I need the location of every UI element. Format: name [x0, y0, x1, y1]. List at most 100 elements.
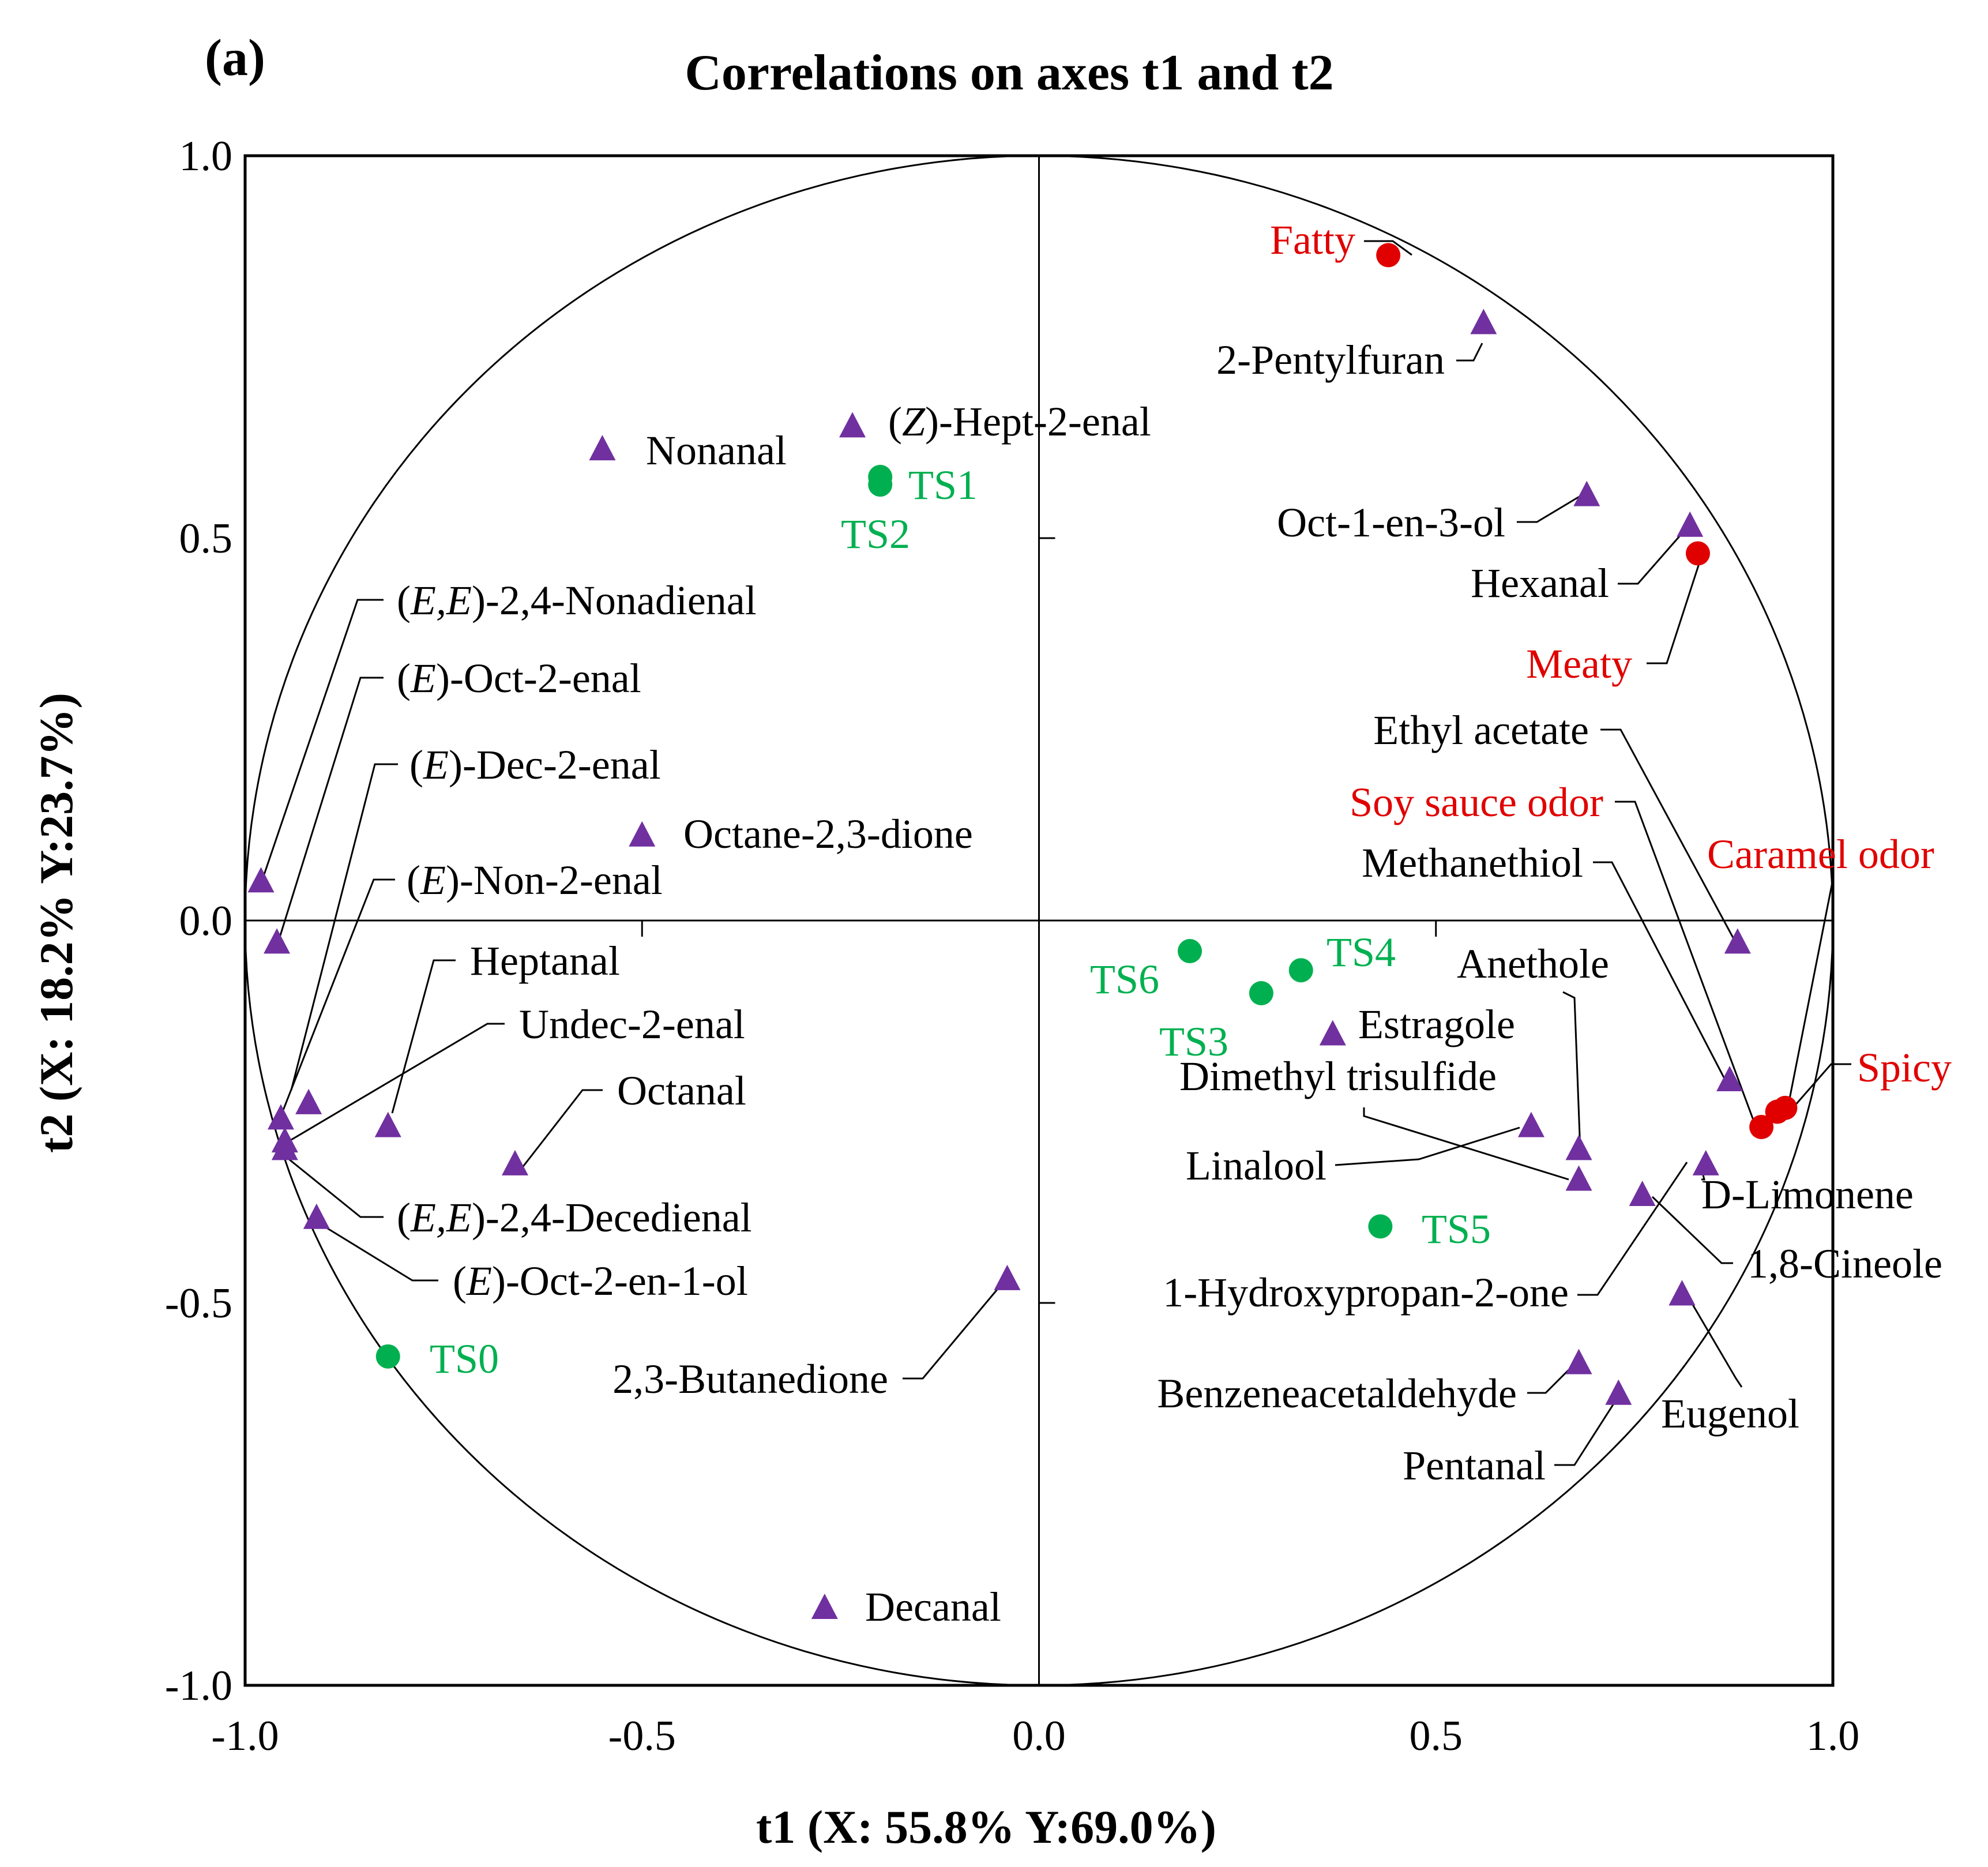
- volatile-marker: [1677, 511, 1704, 537]
- leader-line: [1593, 861, 1726, 1079]
- volatile-marker: [1668, 1280, 1696, 1306]
- volatile-marker: [247, 867, 275, 893]
- volatile-marker: [1692, 1149, 1719, 1175]
- sample-label: TS3: [1159, 1019, 1228, 1065]
- volatile-label: (E,E)-2,4-Decedienal: [397, 1194, 752, 1241]
- sample-marker: [1178, 939, 1202, 964]
- sample-label: TS0: [430, 1336, 499, 1382]
- volatile-marker: [1716, 1066, 1743, 1092]
- x-tick-label: -1.0: [211, 1712, 279, 1760]
- volatile-label: D-Limonene: [1701, 1171, 1914, 1218]
- volatile-marker: [629, 821, 656, 847]
- y-tick-label: -0.5: [165, 1280, 232, 1327]
- volatile-marker: [1470, 309, 1497, 335]
- volatile-label: (Z)-Hept-2-enal: [888, 399, 1151, 445]
- volatile-label: 1-Hydroxypropan-2-one: [1163, 1269, 1569, 1316]
- y-tick-label: 1.0: [179, 133, 233, 180]
- x-tick-label: 1.0: [1806, 1712, 1860, 1760]
- plot-area: -1.0 -0.5 0.0 0.5 1.0 1.0 0.5 0.0 -0.5 -1.0 Fatty M…: [165, 133, 1952, 1760]
- volatile-label: 2-Pentylfuran: [1216, 337, 1445, 383]
- leader-line: [1651, 1196, 1733, 1264]
- leader-line: [322, 1224, 438, 1282]
- volatile-label: Anethole: [1457, 941, 1609, 987]
- y-tick-label: 0.5: [179, 515, 233, 562]
- volatile-label: 2,3-Butanedione: [612, 1356, 888, 1402]
- volatile-marker: [839, 412, 866, 438]
- leader-line: [1787, 879, 1834, 1108]
- volatile-marker: [1605, 1379, 1632, 1405]
- leader-line: [903, 1283, 1004, 1380]
- volatile-marker: [589, 435, 616, 461]
- volatile-marker: [1629, 1180, 1656, 1206]
- sample-marker: [1249, 981, 1273, 1005]
- leader-line: [1456, 343, 1483, 362]
- sample-label: TS1: [908, 462, 978, 508]
- attribute-label: Soy sauce odor: [1350, 779, 1603, 825]
- leader-line: [391, 959, 456, 1114]
- sample-marker: [868, 472, 893, 497]
- volatile-marker: [271, 1135, 298, 1160]
- volatile-marker: [264, 928, 291, 954]
- sample-label: TS2: [841, 511, 910, 557]
- leader-line: [279, 878, 395, 1120]
- volatile-marker: [1565, 1348, 1592, 1374]
- leader-line: [1562, 991, 1581, 1151]
- volatile-marker: [1565, 1135, 1592, 1160]
- attribute-marker: [1773, 1095, 1798, 1120]
- leader-line: [279, 677, 384, 938]
- leader-line: [1600, 728, 1737, 944]
- volatile-label: Benzeneacetaldehyde: [1157, 1370, 1517, 1417]
- leader-line: [290, 763, 398, 1091]
- volatile-marker: [267, 1104, 294, 1130]
- attribute-label: Meaty: [1526, 641, 1632, 687]
- attribute-marker: [1376, 243, 1401, 268]
- volatile-label: Pentanal: [1403, 1442, 1546, 1489]
- attribute-label: Fatty: [1270, 217, 1355, 263]
- volatile-label: (E)-Oct-2-en-1-ol: [453, 1258, 748, 1304]
- leader-line: [1618, 527, 1688, 585]
- y-tick-label: -1.0: [165, 1662, 232, 1710]
- chart-title: Correlations on axes t1 and t2: [685, 45, 1333, 101]
- volatile-marker: [811, 1594, 838, 1619]
- volatile-label: 1,8-Cineole: [1748, 1241, 1942, 1287]
- leader-line: [1686, 1294, 1743, 1388]
- volatile-label: Decanal: [865, 1584, 1001, 1630]
- volatile-label: (E)-Non-2-enal: [407, 857, 663, 903]
- volatile-label: (E,E)-2,4-Nonadienal: [397, 577, 757, 623]
- volatile-label: Oct-1-en-3-ol: [1277, 499, 1505, 546]
- volatile-marker: [295, 1088, 322, 1114]
- volatile-marker: [1517, 1111, 1544, 1137]
- leader-line: [1363, 1107, 1569, 1181]
- x-tick-label: 0.0: [1012, 1712, 1066, 1760]
- leader-line: [285, 1155, 384, 1218]
- leader-line: [261, 599, 384, 880]
- x-tick-label: 0.5: [1410, 1712, 1463, 1760]
- x-tick-label: -0.5: [608, 1712, 676, 1760]
- volatile-label: Octanal: [617, 1068, 746, 1114]
- volatile-label: Linalool: [1186, 1143, 1326, 1189]
- volatile-label: Hexanal: [1471, 560, 1609, 606]
- y-tick-label: 0.0: [179, 897, 233, 945]
- sample-label: TS6: [1090, 956, 1159, 1002]
- y-axis-title: t2 (X: 18.2% Y:23.7%): [30, 693, 82, 1153]
- volatile-label: (E)-Oct-2-enal: [397, 655, 641, 701]
- volatile-marker: [374, 1111, 401, 1137]
- volatile-label: Octane-2,3-dione: [683, 811, 973, 857]
- sample-label: TS4: [1326, 929, 1396, 975]
- volatile-label: Heptanal: [470, 938, 620, 984]
- volatile-marker: [502, 1149, 529, 1175]
- leader-line: [1647, 556, 1703, 664]
- volatile-label: Nonanal: [646, 427, 787, 474]
- leader-line: [1335, 1126, 1520, 1166]
- volatile-label: (E)-Dec-2-enal: [409, 742, 661, 788]
- volatile-label: Methanethiol: [1362, 840, 1583, 886]
- volatile-marker: [1724, 928, 1751, 954]
- leader-line: [1615, 801, 1757, 1128]
- volatile-marker: [303, 1203, 330, 1229]
- panel-label: (a): [205, 29, 265, 87]
- sample-marker: [1288, 958, 1313, 983]
- volatile-label: Eugenol: [1661, 1391, 1799, 1437]
- leader-line: [282, 1023, 505, 1146]
- volatile-label: Dimethyl trisulfide: [1179, 1053, 1497, 1099]
- leader-line: [1364, 240, 1412, 256]
